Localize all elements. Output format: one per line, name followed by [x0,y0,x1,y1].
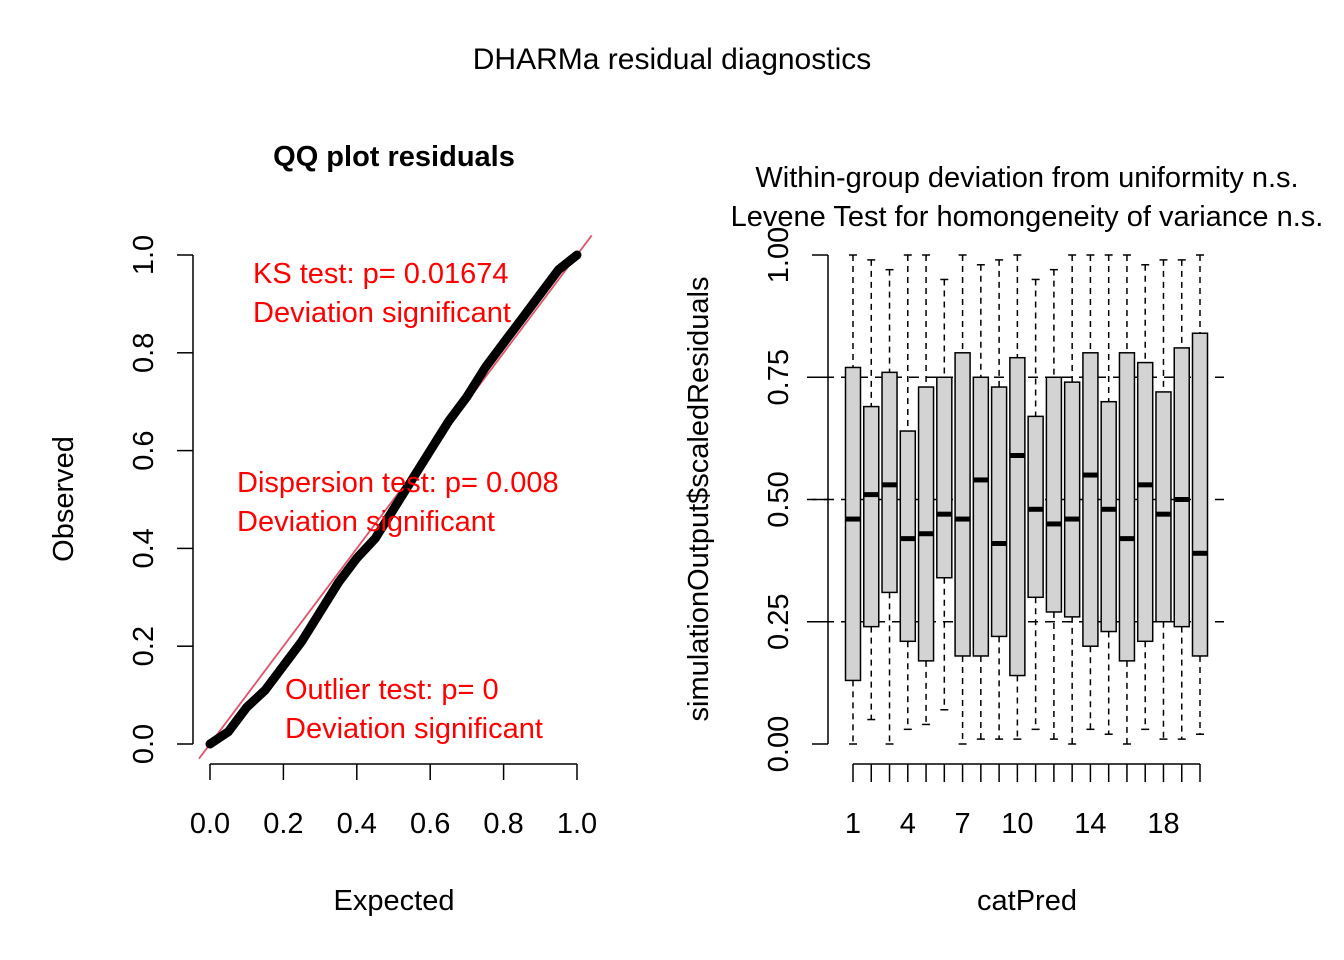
boxplot-group [1009,254,1026,740]
boxplot-x-tick-label: 14 [1074,808,1106,840]
boxplot-x-tick-label: 7 [955,808,971,840]
boxplot-box [1155,391,1172,623]
qq-data-layer [198,234,593,760]
qq-x-tick-label: 0.2 [263,808,303,840]
boxplot-group [1063,254,1081,745]
qq-plot-panel: QQ plot residuals Expected Observed 0.0 0… [48,141,597,917]
qq-annotations: KS test: p= 0.01674 Deviation significant… [237,258,559,745]
qq-annotation-line: Deviation significant [253,297,511,329]
qq-residual-points [205,250,582,749]
boxplot-group [972,264,990,740]
qq-title: QQ plot residuals [273,141,515,173]
qq-annotation-line: Deviation significant [285,713,543,745]
boxplot-group [1136,264,1154,731]
qq-annotation-line: KS test: p= 0.01674 [253,258,509,290]
boxplot-group [1100,254,1117,735]
boxplot-x-tick-label: 4 [900,808,916,840]
boxplot-group [899,254,917,731]
boxplot-x-tick-label: 18 [1147,808,1179,840]
boxplot-group [954,254,971,745]
boxplot-box [917,386,935,662]
boxplot-group [936,278,953,711]
qq-annotation-line: Dispersion test: p= 0.008 [237,467,559,499]
boxplot-box [1173,347,1190,628]
boxplot-panel: Within-group deviation from uniformity n… [683,162,1323,917]
boxplot-group [844,254,862,745]
boxplot-ylabel: simulationOutput$scaledResiduals [683,277,715,722]
qq-xlabel: Expected [334,885,455,917]
boxplot-group [990,259,1008,740]
qq-x-tick-label: 0.0 [190,808,230,840]
boxplot-boxes [844,254,1209,745]
qq-x-tick-label: 0.4 [337,808,377,840]
boxplot-y-tick-label: 0.75 [763,349,795,405]
boxplot-x-tick-label: 1 [845,808,861,840]
boxplot-box [1191,332,1209,657]
boxplot-xlabel: catPred [977,885,1077,917]
boxplot-group [1118,254,1136,745]
boxplot-box [844,366,862,682]
boxplot-box [936,376,953,579]
qq-x-tick-label: 1.0 [557,808,597,840]
boxplot-box [1118,352,1136,662]
boxplot-box [1009,356,1026,677]
boxplot-y-tick-label: 0.50 [763,471,795,527]
qq-annotation-line: Deviation significant [237,506,495,538]
boxplot-group [1045,268,1063,740]
boxplot-box [972,376,990,657]
boxplot-x-tick-label: 10 [1001,808,1033,840]
boxplot-axes: 0.000.250.500.751.001 4 7 10 14 18 [763,227,1201,840]
boxplot-group [1027,278,1044,731]
boxplot-box [1063,381,1081,618]
boxplot-group [881,268,898,745]
boxplot-box [863,405,880,628]
boxplot-y-tick-label: 0.25 [763,594,795,650]
boxplot-y-tick-label: 0.00 [763,716,795,772]
qq-annotation-line: Outlier test: p= 0 [285,674,499,706]
boxplot-box [1082,352,1099,647]
boxplot-group [1173,259,1190,740]
boxplot-box [990,386,1008,638]
boxplot-box [1136,361,1154,643]
qq-x-tick-label: 0.6 [410,808,450,840]
qq-x-tick-label: 0.8 [483,808,523,840]
boxplot-group [917,254,935,726]
qq-reference-line [198,234,593,760]
qq-y-tick-label: 0.4 [128,528,160,568]
boxplot-group [1082,254,1099,731]
qq-y-tick-label: 1.0 [128,235,160,275]
boxplot-box [1045,376,1063,613]
boxplot-box [954,352,971,657]
qq-y-tick-label: 0.8 [128,333,160,373]
boxplot-group [863,259,880,721]
figure-title: DHARMa residual diagnostics [473,43,872,76]
boxplot-title-line-2: Levene Test for homongeneity of variance… [731,201,1324,233]
boxplot-y-tick-label: 1.00 [763,227,795,283]
qq-ylabel: Observed [48,436,80,562]
qq-y-tick-label: 0.6 [128,430,160,470]
boxplot-box [1100,400,1117,633]
boxplot-group [1155,259,1172,740]
boxplot-group [1191,254,1209,735]
qq-y-tick-label: 0.2 [128,626,160,666]
boxplot-title-line-1: Within-group deviation from uniformity n… [755,162,1298,194]
qq-axes: 0.0 0.2 0.4 0.6 0.8 1.0 0.0 0.2 0.4 0.6 0.8 1.0 [128,235,597,840]
qq-y-tick-label: 0.0 [128,724,160,764]
